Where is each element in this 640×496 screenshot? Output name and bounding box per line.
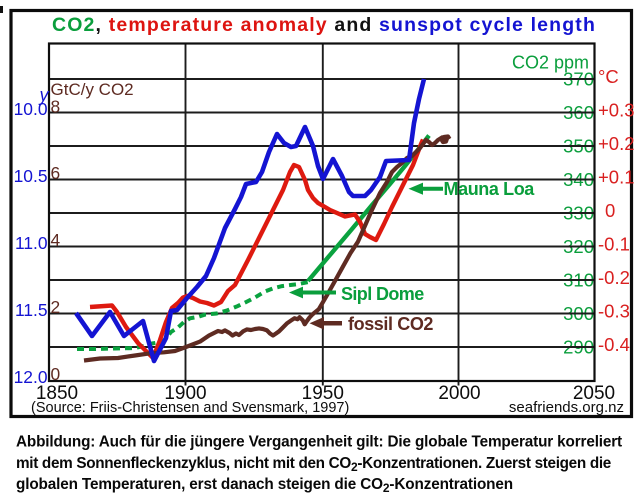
svg-text:CO2 ppm: CO2 ppm bbox=[512, 53, 589, 73]
svg-text:globalen Temperaturen, erst da: globalen Temperaturen, erst danach steig… bbox=[16, 476, 513, 495]
svg-text:12.0: 12.0 bbox=[14, 367, 48, 387]
svg-text:(Source: Friis-Christensen and: (Source: Friis-Christensen and Svensmark… bbox=[31, 400, 349, 416]
svg-text:-0.3: -0.3 bbox=[598, 301, 630, 322]
svg-text:2: 2 bbox=[51, 297, 61, 317]
svg-text:mit dem Sonnenfleckenzyklus, n: mit dem Sonnenfleckenzyklus, nicht mit d… bbox=[16, 455, 611, 474]
svg-text:+0.1: +0.1 bbox=[598, 167, 635, 188]
svg-text:Abbildung: Auch für die jünger: Abbildung: Auch für die jüngere Vergange… bbox=[16, 434, 622, 451]
svg-text:GtC/y CO2: GtC/y CO2 bbox=[51, 80, 134, 99]
svg-text:°C: °C bbox=[598, 66, 619, 87]
svg-text:8: 8 bbox=[51, 97, 61, 117]
svg-text:-0.1: -0.1 bbox=[598, 234, 630, 255]
svg-text:-0.4: -0.4 bbox=[598, 334, 630, 355]
svg-text:2000: 2000 bbox=[438, 383, 480, 404]
svg-text:2050: 2050 bbox=[573, 383, 615, 404]
svg-text:0: 0 bbox=[605, 200, 615, 221]
svg-text:Sipl Dome: Sipl Dome bbox=[341, 284, 424, 304]
svg-text:+0.2: +0.2 bbox=[598, 133, 635, 154]
svg-text:6: 6 bbox=[51, 163, 61, 183]
svg-text:Mauna Loa: Mauna Loa bbox=[444, 179, 536, 199]
svg-text:-0.2: -0.2 bbox=[598, 267, 630, 288]
svg-text:1900: 1900 bbox=[164, 383, 206, 404]
svg-text:4: 4 bbox=[51, 230, 61, 250]
svg-text:0: 0 bbox=[51, 364, 61, 384]
svg-text:CO2, temperature anomaly and s: CO2, temperature anomaly and sunspot cyc… bbox=[52, 14, 596, 36]
svg-text:seafriends.org.nz: seafriends.org.nz bbox=[509, 399, 624, 416]
svg-text:11.0: 11.0 bbox=[15, 233, 48, 253]
svg-text:1950: 1950 bbox=[302, 383, 344, 404]
svg-text:10.5: 10.5 bbox=[14, 166, 48, 186]
svg-text:fossil CO2: fossil CO2 bbox=[348, 314, 433, 334]
svg-text:+0.3: +0.3 bbox=[598, 100, 635, 121]
svg-text:y: y bbox=[38, 85, 50, 105]
svg-text:10.0: 10.0 bbox=[14, 99, 48, 119]
svg-text:11.5: 11.5 bbox=[15, 300, 48, 320]
svg-text:1850: 1850 bbox=[36, 383, 78, 404]
